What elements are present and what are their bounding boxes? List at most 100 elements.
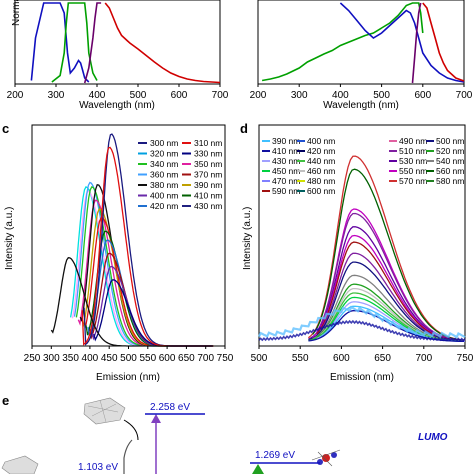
panel-c-xlabel: Emission (nm) <box>96 372 160 383</box>
level-1269-label: 1.269 eV <box>255 450 295 461</box>
panel-d-xlabel: Emission (nm) <box>330 372 394 383</box>
panel-e-label: e <box>2 393 9 408</box>
panel-c-tick-label: 400 <box>82 353 99 364</box>
panel-b-tick-label: 400 <box>332 90 349 101</box>
panel-b-xticks: 200 300 400 500 600 700 <box>250 84 473 101</box>
panel-d-legend-label: 440 nm <box>307 156 335 166</box>
panel-d-legend-label: 590 nm <box>272 186 300 196</box>
panel-b: 200 300 400 500 600 700 Wavelength (nm) <box>250 0 473 111</box>
panel-c-tick-label: 250 <box>24 353 41 364</box>
panel-d-baseline-band <box>258 319 466 342</box>
excitation-arrowhead <box>151 414 161 423</box>
panel-d-tick-label: 700 <box>415 353 432 364</box>
panel-c-legend-label: 370 nm <box>194 170 222 180</box>
panel-d-legend-label: 520 nm <box>436 146 464 156</box>
panel-d-legend: 390 nm 400 nm 490 nm 500 nm 410 nm 420 nm 510 … <box>262 136 464 196</box>
panel-d-spectrum <box>312 168 464 341</box>
panel-c-tick-label: 600 <box>159 353 176 364</box>
panel-d-legend-label: 490 nm <box>399 136 427 146</box>
panel-c-legend-label: 380 nm <box>150 180 178 190</box>
panel-c-legend: 300 nm 310 nm 320 nm 330 nm 340 nm 350 nm 360 … <box>138 138 222 211</box>
relax-arrow <box>123 439 133 474</box>
level-2258-label: 2.258 eV <box>150 402 190 413</box>
panel-c-tick-label: 300 <box>43 353 60 364</box>
panel-d-tick-label: 500 <box>251 353 268 364</box>
panel-c-legend-label: 390 nm <box>194 180 222 190</box>
panel-b-frame <box>257 0 465 85</box>
graphene-molecule-icon <box>83 397 126 425</box>
panel-d-label: d <box>240 121 248 136</box>
panel-c: c Intensity (a.u.) 300 nm 310 nm 320 nm 330… <box>2 121 234 383</box>
panel-b-series-line <box>339 2 465 83</box>
panel-d-legend-label: 530 nm <box>399 156 427 166</box>
panel-c-tick-label: 700 <box>197 353 214 364</box>
panel-a-frame <box>14 0 221 85</box>
panel-b-series-line <box>261 2 424 82</box>
panel-d-tick-label: 550 <box>292 353 309 364</box>
panel-d-legend-label: 450 nm <box>272 166 300 176</box>
panel-c-xticks: 250 300 350 400 450 500 550 600 650 700 750 <box>24 346 234 364</box>
panel-c-legend-label: 420 nm <box>150 201 178 211</box>
panel-d-legend-label: 580 nm <box>436 176 464 186</box>
panel-b-tick-label: 500 <box>373 90 390 101</box>
panel-a-series-line <box>104 2 221 84</box>
panel-d-xticks: 500 550 600 650 700 750 <box>251 346 474 364</box>
panel-d-legend-label: 460 nm <box>307 166 335 176</box>
panel-b-xlabel: Wavelength (nm) <box>323 100 399 111</box>
transfer-arrow <box>123 419 139 441</box>
panel-a-series <box>30 2 221 84</box>
panel-a-xlabel: Wavelength (nm) <box>79 100 155 111</box>
panel-d-legend-label: 560 nm <box>436 166 464 176</box>
graphene-molecule-small-icon <box>1 455 39 474</box>
panel-d-spectrum <box>308 261 465 342</box>
panel-d-legend-label: 540 nm <box>436 156 464 166</box>
panel-a-series-line <box>51 2 98 83</box>
panel-c-tick-label: 450 <box>101 353 118 364</box>
panel-d-ylabel: Intensity (a.u.) <box>242 207 253 270</box>
panel-c-legend-label: 340 nm <box>150 159 178 169</box>
panel-c-legend-label: 310 nm <box>194 138 222 148</box>
panel-c-tick-label: 650 <box>178 353 195 364</box>
panel-d: d Intensity (a.u.) 390 nm 400 nm 490 nm 500… <box>240 121 474 383</box>
panel-d-tick-label: 750 <box>457 353 474 364</box>
panel-a-tick-label: 600 <box>171 90 188 101</box>
panel-c-curves <box>50 133 214 347</box>
panel-c-legend-label: 410 nm <box>194 191 222 201</box>
panel-b-series-line <box>411 2 422 84</box>
panel-a-series-line <box>30 2 90 83</box>
panel-d-tick-label: 650 <box>374 353 391 364</box>
panel-d-baseline-band <box>257 305 466 339</box>
panel-d-legend-label: 550 nm <box>399 166 427 176</box>
panel-d-legend-label: 510 nm <box>399 146 427 156</box>
panel-c-legend-label: 330 nm <box>194 149 222 159</box>
green-arrowhead <box>252 464 264 474</box>
panel-a-tick-label: 700 <box>212 90 229 101</box>
panel-c-spectrum <box>75 186 213 347</box>
panel-a-ylabel: Norma <box>11 0 22 26</box>
panel-a-series-line <box>83 2 102 84</box>
panel-c-legend-label: 350 nm <box>194 159 222 169</box>
panel-e: e 2.258 eV 1.269 eV 1.103 eV LUMO <box>1 393 448 474</box>
panel-d-legend-label: 430 nm <box>272 156 300 166</box>
panel-c-legend-label: 430 nm <box>194 201 222 211</box>
lumo-label: LUMO <box>418 432 448 443</box>
panel-d-legend-label: 400 nm <box>307 136 335 146</box>
level-1103-label: 1.103 eV <box>78 462 118 473</box>
panel-a-tick-label: 300 <box>48 90 65 101</box>
panel-a-tick-label: 500 <box>130 90 147 101</box>
panel-d-legend-label: 500 nm <box>436 136 464 146</box>
panel-c-tick-label: 350 <box>62 353 79 364</box>
panel-c-tick-label: 750 <box>217 353 234 364</box>
panel-b-tick-label: 300 <box>291 90 308 101</box>
panel-a-tick-label: 200 <box>7 90 24 101</box>
panel-d-legend-label: 470 nm <box>272 176 300 186</box>
panel-c-label: c <box>2 121 9 136</box>
panel-b-series-line <box>422 2 465 82</box>
panel-a: Norma 200 300 400 500 600 700 Wavelength (nm) <box>7 0 229 111</box>
panel-c-legend-label: 360 nm <box>150 170 178 180</box>
panel-c-tick-label: 500 <box>120 353 137 364</box>
panel-a-tick-label: 400 <box>89 90 106 101</box>
panel-d-legend-label: 600 nm <box>307 186 335 196</box>
panel-d-legend-label: 480 nm <box>307 176 335 186</box>
